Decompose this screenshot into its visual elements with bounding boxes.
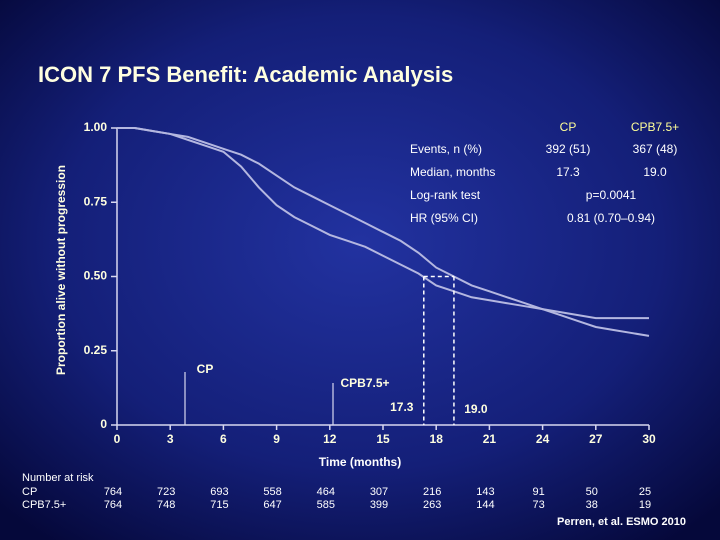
at-risk-value: 399 — [370, 499, 388, 511]
at-risk-value: 216 — [423, 486, 441, 498]
median-label: 19.0 — [464, 402, 488, 416]
at-risk-value: 25 — [639, 486, 651, 498]
at-risk-value: 585 — [317, 499, 335, 511]
series-label: CP — [197, 362, 214, 376]
at-risk-value: 19 — [639, 499, 651, 511]
table-label: HR (95% CI) — [410, 211, 478, 225]
at-risk-value: 764 — [104, 499, 122, 511]
table-cell: 0.81 (0.70–0.94) — [567, 211, 655, 225]
at-risk-value: 715 — [210, 499, 228, 511]
at-risk-name: CPB7.5+ — [22, 499, 66, 511]
y-tick-label: 0.75 — [84, 194, 108, 208]
survival-curve — [117, 127, 650, 337]
median-label: 17.3 — [390, 400, 414, 414]
x-tick-label: 24 — [536, 432, 550, 446]
source: Perren, et al. ESMO 2010 — [557, 516, 686, 528]
x-tick-label: 9 — [273, 432, 280, 446]
at-risk-value: 647 — [263, 499, 281, 511]
at-risk-title: Number at risk — [22, 472, 94, 484]
y-tick-label: 1.00 — [84, 120, 108, 134]
at-risk-value: 748 — [157, 499, 175, 511]
series-label: CPB7.5+ — [340, 376, 389, 390]
table-cell: p=0.0041 — [586, 188, 637, 202]
x-tick-label: 27 — [589, 432, 603, 446]
x-tick-label: 15 — [376, 432, 390, 446]
at-risk-name: CP — [22, 486, 37, 498]
table-cell: 367 (48) — [633, 142, 678, 156]
at-risk-value: 464 — [317, 486, 335, 498]
at-risk-value: 764 — [104, 486, 122, 498]
y-axis-label: Proportion alive without progression — [54, 165, 68, 375]
table-cell: 17.3 — [556, 165, 580, 179]
table-label: Events, n (%) — [410, 142, 482, 156]
table-header: CPB7.5+ — [631, 120, 679, 134]
y-tick-label: 0 — [100, 417, 107, 431]
y-tick-label: 0.50 — [84, 269, 108, 283]
table-header: CP — [560, 120, 577, 134]
survival-curve — [117, 127, 649, 320]
at-risk-value: 263 — [423, 499, 441, 511]
chart-title: ICON 7 PFS Benefit: Academic Analysis — [38, 62, 453, 87]
at-risk-value: 558 — [263, 486, 281, 498]
at-risk-value: 693 — [210, 486, 228, 498]
x-tick-label: 30 — [642, 432, 656, 446]
at-risk-value: 144 — [476, 499, 494, 511]
y-tick-label: 0.25 — [84, 343, 108, 357]
at-risk-value: 38 — [586, 499, 598, 511]
at-risk-value: 723 — [157, 486, 175, 498]
table-label: Median, months — [410, 165, 495, 179]
table-label: Log-rank test — [410, 188, 481, 202]
x-tick-label: 12 — [323, 432, 337, 446]
at-risk-value: 143 — [476, 486, 494, 498]
at-risk-value: 91 — [532, 486, 544, 498]
x-tick-label: 21 — [483, 432, 497, 446]
x-tick-label: 0 — [114, 432, 121, 446]
table-cell: 19.0 — [643, 165, 667, 179]
x-tick-label: 6 — [220, 432, 227, 446]
x-tick-label: 3 — [167, 432, 174, 446]
x-axis-label: Time (months) — [319, 455, 401, 469]
x-tick-label: 18 — [430, 432, 444, 446]
at-risk-value: 73 — [532, 499, 544, 511]
table-cell: 392 (51) — [546, 142, 591, 156]
at-risk-value: 307 — [370, 486, 388, 498]
at-risk-value: 50 — [586, 486, 598, 498]
